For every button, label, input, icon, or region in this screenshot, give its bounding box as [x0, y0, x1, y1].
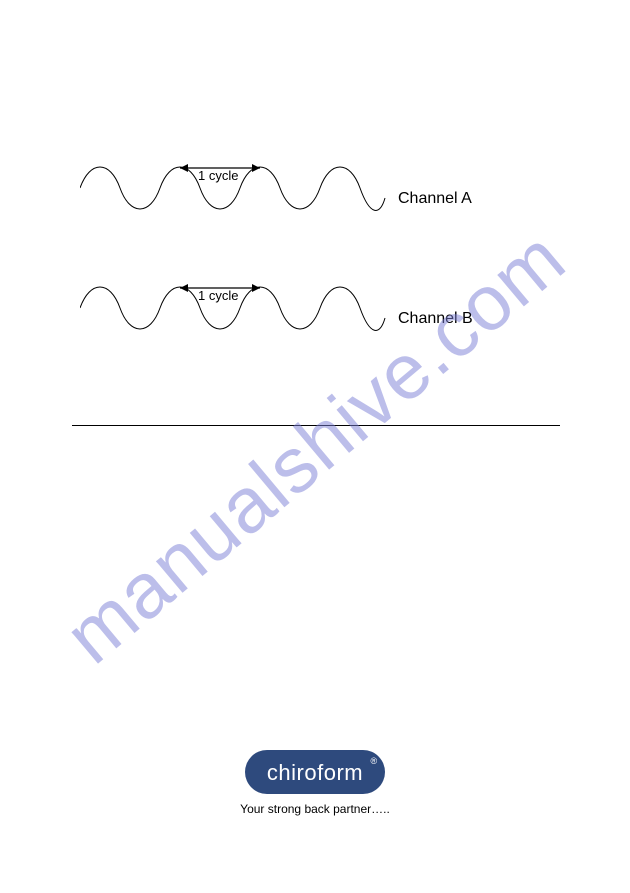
channel-a-label: Channel A	[398, 190, 472, 208]
sine-wave-a	[80, 148, 390, 228]
channel-b-label: Channel B	[398, 310, 473, 328]
waveform-channel-b: 1 cycle	[80, 268, 390, 353]
footer: chiroform ® Your strong back partner…..	[0, 750, 630, 816]
tagline: Your strong back partner…..	[0, 802, 630, 816]
cycle-label-b: 1 cycle	[198, 288, 238, 303]
waveform-channel-a: 1 cycle	[80, 148, 390, 233]
section-divider	[72, 425, 560, 426]
sine-wave-b	[80, 268, 390, 348]
cycle-label-a: 1 cycle	[198, 168, 238, 183]
registered-mark: ®	[370, 756, 377, 766]
chiroform-logo: chiroform ®	[245, 750, 385, 794]
logo-text: chiroform	[267, 760, 363, 785]
